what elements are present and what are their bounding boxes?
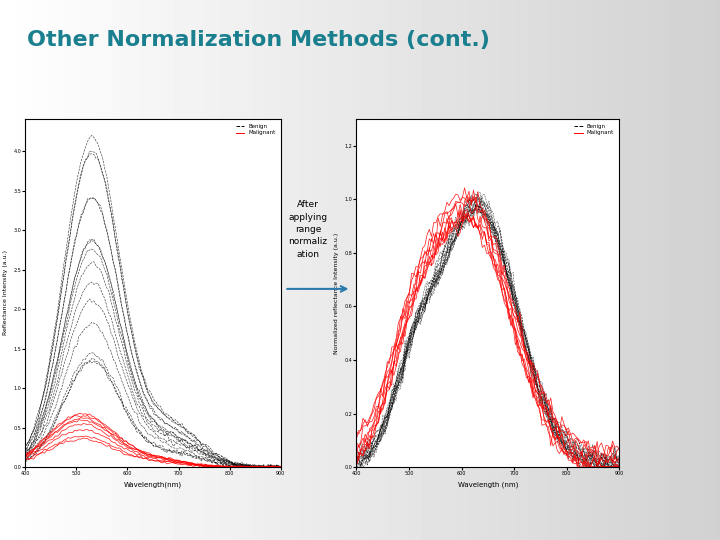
Text: After
applying
range
normaliz
ation: After applying range normaliz ation: [289, 200, 328, 259]
Y-axis label: Reflectance Intensity (a.u.): Reflectance Intensity (a.u.): [3, 251, 8, 335]
Legend: Benign, Malignant: Benign, Malignant: [233, 122, 278, 138]
Text: Other Normalization Methods (cont.): Other Normalization Methods (cont.): [27, 30, 490, 50]
X-axis label: Wavelength(nm): Wavelength(nm): [124, 482, 182, 488]
Y-axis label: Normalized reflectance Intensity (a.u.): Normalized reflectance Intensity (a.u.): [334, 232, 339, 354]
X-axis label: Wavelength (nm): Wavelength (nm): [458, 482, 518, 488]
Legend: Benign, Malignant: Benign, Malignant: [572, 122, 616, 138]
